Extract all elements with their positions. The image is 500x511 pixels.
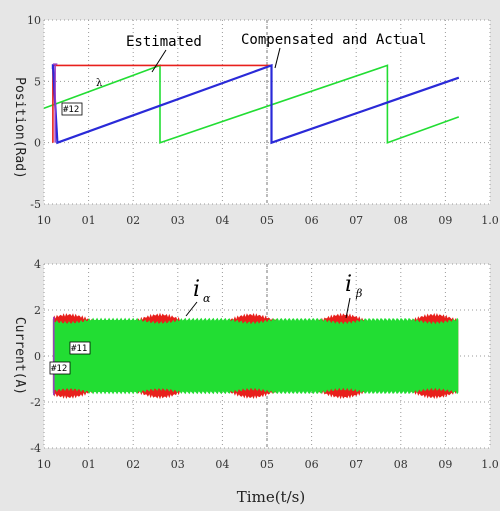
position-xtick-label: 09 (438, 214, 452, 227)
position-xtick-label: 05 (260, 214, 274, 227)
estimated-position-line (43, 64, 460, 144)
current-ytick-label: -4 (30, 442, 41, 455)
current-series (52, 312, 459, 400)
current-xtick-label: 07 (349, 458, 363, 471)
position-grid (43, 19, 491, 205)
i-alpha-subscript: α (203, 292, 211, 305)
position-xtick-label: 08 (394, 214, 408, 227)
i-alpha-leader (185, 301, 198, 317)
position-xtick-label: 03 (171, 214, 185, 227)
i-beta-symbol: i (345, 272, 352, 297)
marker-11-label: #11 (71, 344, 87, 354)
compensated-leader-line (274, 47, 281, 69)
position-ytick-label: 0 (34, 137, 41, 150)
i-beta-current-envelope (52, 317, 459, 395)
current-ytick-label: -2 (30, 396, 41, 409)
current-xtick-label: 10 (37, 458, 51, 471)
position-xtick-label: 01 (82, 214, 96, 227)
current-ytick-label: 4 (34, 258, 41, 271)
position-xtick-label: 06 (305, 214, 319, 227)
marker-12-current-box (49, 361, 71, 375)
current-xtick-label: 09 (438, 458, 452, 471)
position-ylabel: Position(Rad) (12, 77, 27, 179)
position-xtick-label: 02 (126, 214, 140, 227)
current-ytick-label: 0 (34, 350, 41, 363)
current-xtick-label: 04 (215, 458, 229, 471)
marker-11-box (69, 341, 91, 355)
current-xtick-label: 08 (394, 458, 408, 471)
marker-12-box (61, 102, 83, 116)
current-xtick-label: 05 (260, 458, 274, 471)
current-ylabel: Current(A) (12, 317, 27, 395)
position-xtick-label: 1.0 (481, 214, 499, 227)
i-beta-leader (345, 297, 351, 319)
estimated-leader-line (151, 49, 167, 73)
current-xtick-label: 01 (82, 458, 96, 471)
i-beta-subscript: β (355, 287, 362, 300)
current-xtick-label: 1.0 (481, 458, 499, 471)
current-xtick-label: 06 (305, 458, 319, 471)
position-series (43, 63, 460, 145)
position-ytick-label: -5 (30, 198, 41, 211)
position-xtick-label: 10 (37, 214, 51, 227)
position-xtick-label: 07 (349, 214, 363, 227)
compensated-position-line (51, 63, 460, 145)
estimated-annotation: Estimated (126, 34, 202, 50)
compensated-actual-annotation: Compensated and Actual (241, 32, 426, 48)
position-xtick-label: 04 (215, 214, 229, 227)
position-ytick-label: 5 (34, 75, 41, 88)
time-xlabel: Time(t/s) (237, 488, 305, 506)
marker-12-current-label: #12 (51, 364, 67, 374)
position-ytick-label: 10 (27, 14, 41, 27)
current-xtick-label: 03 (171, 458, 185, 471)
marker-12-label: #12 (63, 105, 79, 115)
current-ytick-label: 2 (34, 304, 41, 317)
current-xtick-label: 02 (126, 458, 140, 471)
i-alpha-symbol: i (193, 277, 200, 302)
small-lambda-glyph: λ (96, 78, 103, 89)
